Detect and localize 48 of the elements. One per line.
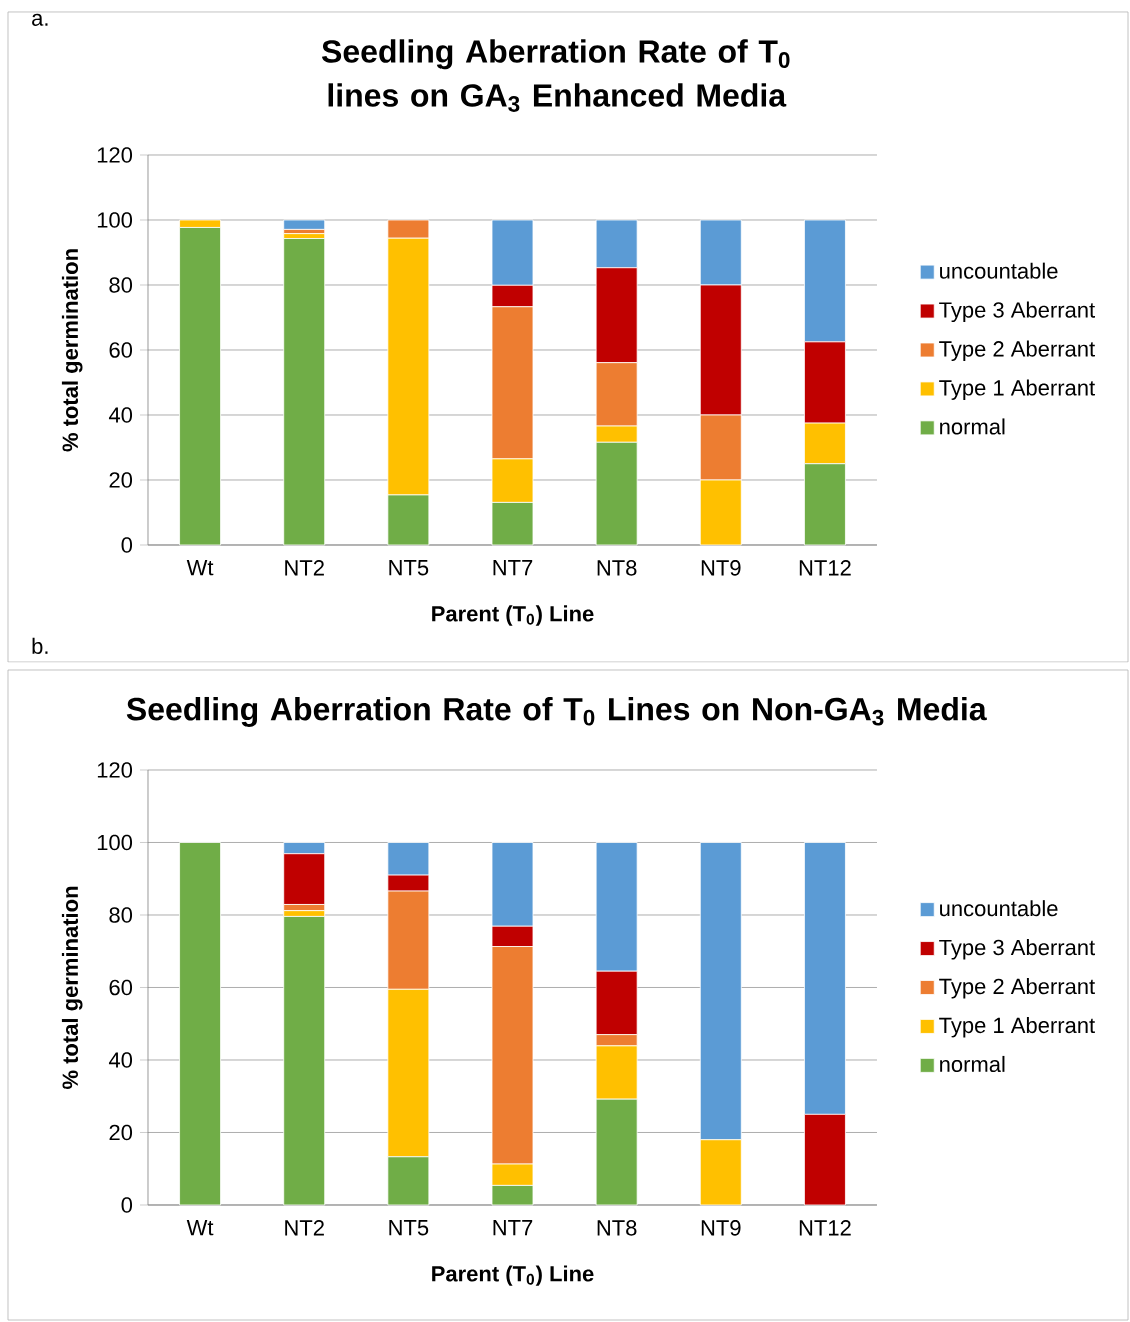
- y-tick-label: 0: [121, 1197, 133, 1213]
- y-tick-label: 80: [109, 277, 133, 293]
- y-tick-label: 40: [108, 1052, 133, 1068]
- legend-label: normal: [940, 1055, 1005, 1073]
- bar: [283, 219, 326, 230]
- x-tick-label: NT5: [389, 1220, 429, 1236]
- x-tick-label: NT12: [799, 560, 851, 576]
- y-tick-label: 120: [97, 147, 133, 163]
- legend-label: normal: [940, 418, 1005, 435]
- y-tick-label: 100: [97, 834, 133, 851]
- legend-label: Type 1 Aberrant: [939, 379, 1095, 400]
- text: b.: [32, 637, 48, 655]
- x-tick-label: Wt: [186, 1220, 214, 1236]
- chart-title: Seedling Aberration Rate of T$_{0}$ lines on GA$_{3}$ Enhanced Media: [321, 39, 790, 112]
- x-tick-label: NT8: [597, 1220, 637, 1236]
- x-tick-label: NT9: [701, 560, 741, 576]
- legend-label: uncountable: [940, 900, 1058, 917]
- text: a.: [32, 13, 48, 26]
- x-tick-label: NT5: [389, 560, 429, 576]
- legend-label: Type 3 Aberrant: [939, 301, 1095, 323]
- y-tick-label: 100: [97, 212, 133, 228]
- chart-title: Seedling Aberration Rate of T$_{0}$ Lines on Non-GA$_{3}$ Media: [126, 696, 987, 727]
- x-tick-label: NT9: [701, 1220, 741, 1236]
- x-tick-label: NT7: [493, 1220, 533, 1236]
- bar: [179, 842, 221, 1206]
- y-axis-title: % total germination: [61, 886, 83, 1090]
- y-axis-title: % total germination: [61, 249, 83, 452]
- x-tick-label: NT2: [285, 560, 324, 576]
- legend-label: Type 2 Aberrant: [939, 340, 1095, 362]
- y-tick-label: 120: [97, 762, 133, 778]
- x-tick-label: NT8: [597, 560, 637, 576]
- legend-label: Type 1 Aberrant: [939, 1016, 1095, 1038]
- x-tick-label: NT7: [493, 560, 533, 576]
- y-tick-label: 60: [109, 979, 133, 996]
- y-tick-label: 40: [108, 407, 133, 423]
- x-tick-label: NT2: [285, 1220, 324, 1236]
- y-tick-label: 20: [109, 472, 133, 488]
- x-tick-label: Wt: [186, 560, 214, 576]
- y-tick-label: 0: [121, 537, 133, 553]
- x-tick-label: NT12: [799, 1220, 851, 1236]
- x-axis-title: Parent (T$_{0}$) Line: [432, 605, 594, 626]
- x-axis-title: Parent (T$_{0}$) Line: [432, 1265, 594, 1286]
- y-tick-label: 20: [109, 1124, 133, 1141]
- legend-label: Type 3 Aberrant: [939, 939, 1095, 960]
- y-tick-label: 60: [109, 342, 133, 358]
- y-tick-label: 80: [109, 907, 133, 923]
- legend-label: uncountable: [940, 262, 1058, 279]
- legend-label: Type 2 Aberrant: [939, 978, 1095, 999]
